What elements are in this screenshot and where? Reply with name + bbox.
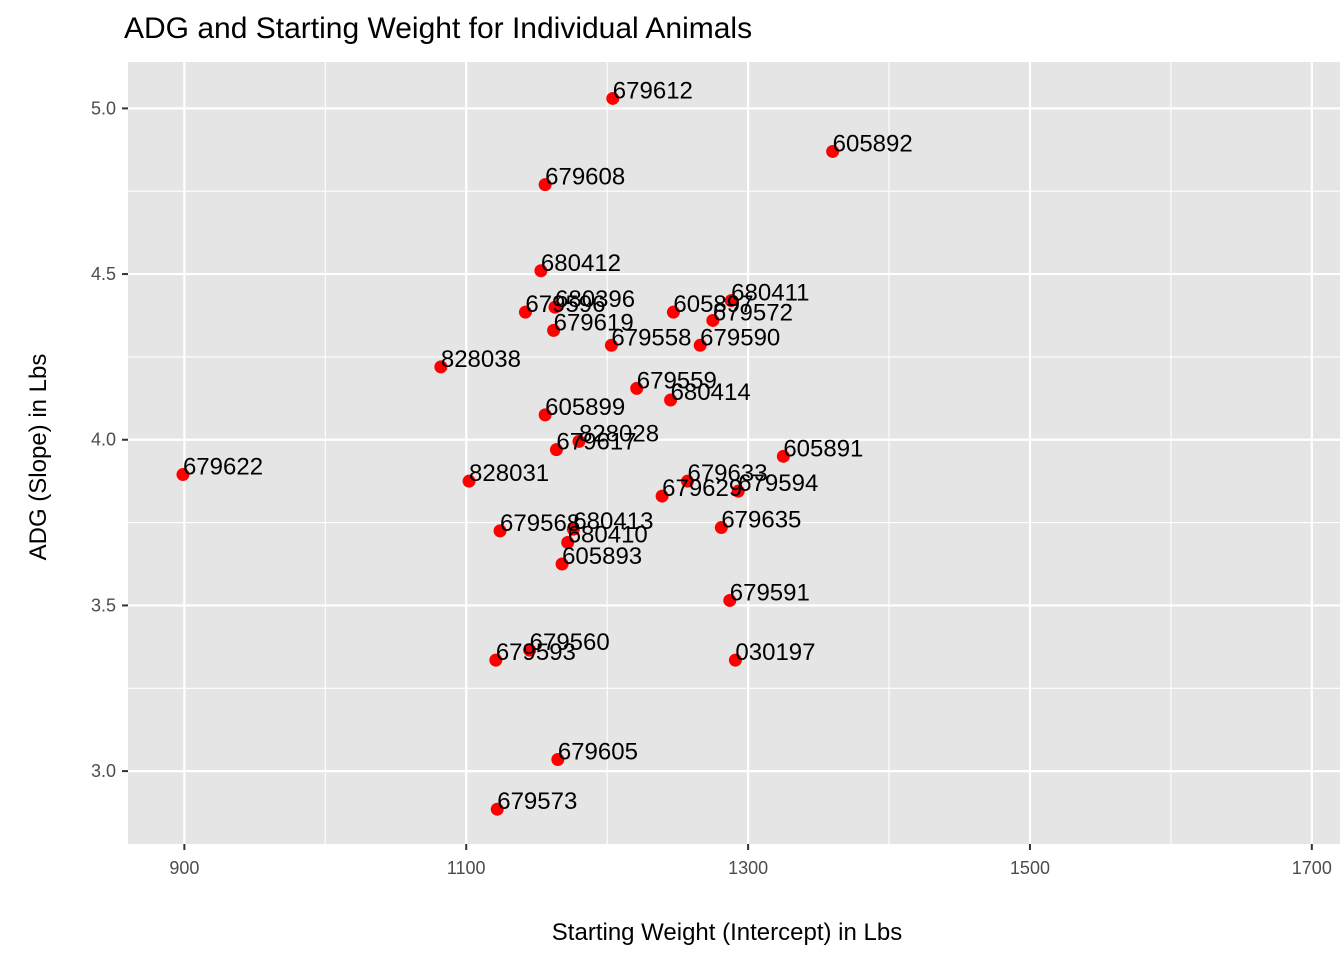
point-label: 679593	[496, 639, 576, 666]
x-axis-ticks: 900 1100 1300 1500 1700	[169, 844, 1332, 878]
point-label: 828031	[469, 460, 549, 487]
y-tick-label: 4.0	[91, 430, 116, 450]
data-point	[534, 264, 548, 278]
data-point	[680, 474, 694, 488]
data-point	[551, 753, 565, 767]
point-label: 605899	[545, 394, 625, 421]
y-axis-ticks: 3.0 3.5 4.0 4.5 5.0	[91, 98, 128, 781]
data-point	[434, 360, 448, 374]
x-tick-label: 1100	[447, 858, 486, 878]
data-point	[714, 521, 728, 535]
data-point	[826, 144, 840, 158]
point-label: 679591	[730, 579, 810, 606]
point-label: 828028	[579, 420, 659, 447]
data-point	[549, 443, 563, 457]
point-label: 680396	[555, 286, 635, 313]
data-point	[706, 313, 720, 327]
point-label: 679617	[556, 429, 636, 456]
point-label: 679619	[554, 309, 634, 336]
data-point	[538, 178, 552, 192]
point-label: 679590	[700, 324, 780, 351]
point-label: 679629	[662, 475, 742, 502]
point-label: 679633	[687, 460, 767, 487]
data-point	[566, 522, 580, 536]
y-tick-label: 3.0	[91, 761, 116, 781]
point-label: 679559	[637, 367, 717, 394]
point-label: 828038	[441, 346, 521, 373]
data-point	[655, 489, 669, 503]
data-point	[176, 468, 190, 482]
data-point	[666, 305, 680, 319]
data-point	[538, 408, 552, 422]
y-tick-label: 5.0	[91, 98, 116, 118]
point-label: 679573	[497, 788, 577, 815]
x-tick-label: 900	[169, 858, 199, 878]
data-point	[572, 434, 586, 448]
x-tick-label: 1700	[1292, 858, 1332, 878]
major-gridlines	[128, 62, 1340, 844]
data-point	[547, 323, 561, 337]
y-tick-label: 4.5	[91, 264, 116, 284]
data-point	[604, 338, 618, 352]
data-point	[731, 484, 745, 498]
data-point	[493, 524, 507, 538]
point-label: 680414	[671, 379, 751, 406]
point-label: 679558	[611, 324, 691, 351]
x-axis-title: Starting Weight (Intercept) in Lbs	[552, 919, 902, 946]
point-label: 679612	[613, 77, 693, 104]
point-label: 680410	[568, 521, 648, 548]
data-point	[724, 294, 738, 308]
data-point	[693, 338, 707, 352]
data-point	[630, 381, 644, 395]
data-point	[728, 653, 742, 667]
data-point	[523, 643, 537, 657]
point-label: 679572	[713, 299, 793, 326]
x-tick-label: 1300	[728, 858, 768, 878]
data-point	[723, 593, 737, 607]
point-label: 680413	[573, 508, 653, 535]
data-point	[518, 305, 532, 319]
y-axis-title: ADG (Slope) in Lbs	[25, 354, 52, 561]
x-tick-label: 1500	[1010, 858, 1050, 878]
data-point	[606, 91, 620, 105]
data-point	[548, 300, 562, 314]
point-label: 679568	[500, 510, 580, 537]
chart-title: ADG and Starting Weight for Individual A…	[124, 12, 752, 45]
point-label: 679596	[525, 291, 605, 318]
point-label: 030197	[735, 639, 815, 666]
data-point	[490, 802, 504, 816]
minor-gridlines	[128, 62, 1340, 844]
data-point	[561, 535, 575, 549]
point-label: 679622	[183, 454, 263, 481]
data-point	[776, 449, 790, 463]
data-points	[176, 91, 840, 816]
y-tick-label: 3.5	[91, 595, 116, 615]
point-label: 679605	[558, 739, 638, 766]
data-point	[555, 557, 569, 571]
data-point	[664, 393, 678, 407]
point-label: 605897	[673, 291, 753, 318]
data-point	[489, 653, 503, 667]
point-label: 605893	[562, 543, 642, 570]
point-label: 680412	[541, 250, 621, 277]
point-label: 679594	[738, 470, 818, 497]
plot-panel	[128, 62, 1340, 844]
point-label: 679608	[545, 164, 625, 191]
point-label: 680411	[731, 280, 809, 307]
point-label: 679635	[721, 507, 801, 534]
point-label: 679560	[530, 629, 610, 656]
point-label: 605891	[783, 435, 863, 462]
point-label: 605892	[833, 130, 913, 157]
data-point	[462, 474, 476, 488]
